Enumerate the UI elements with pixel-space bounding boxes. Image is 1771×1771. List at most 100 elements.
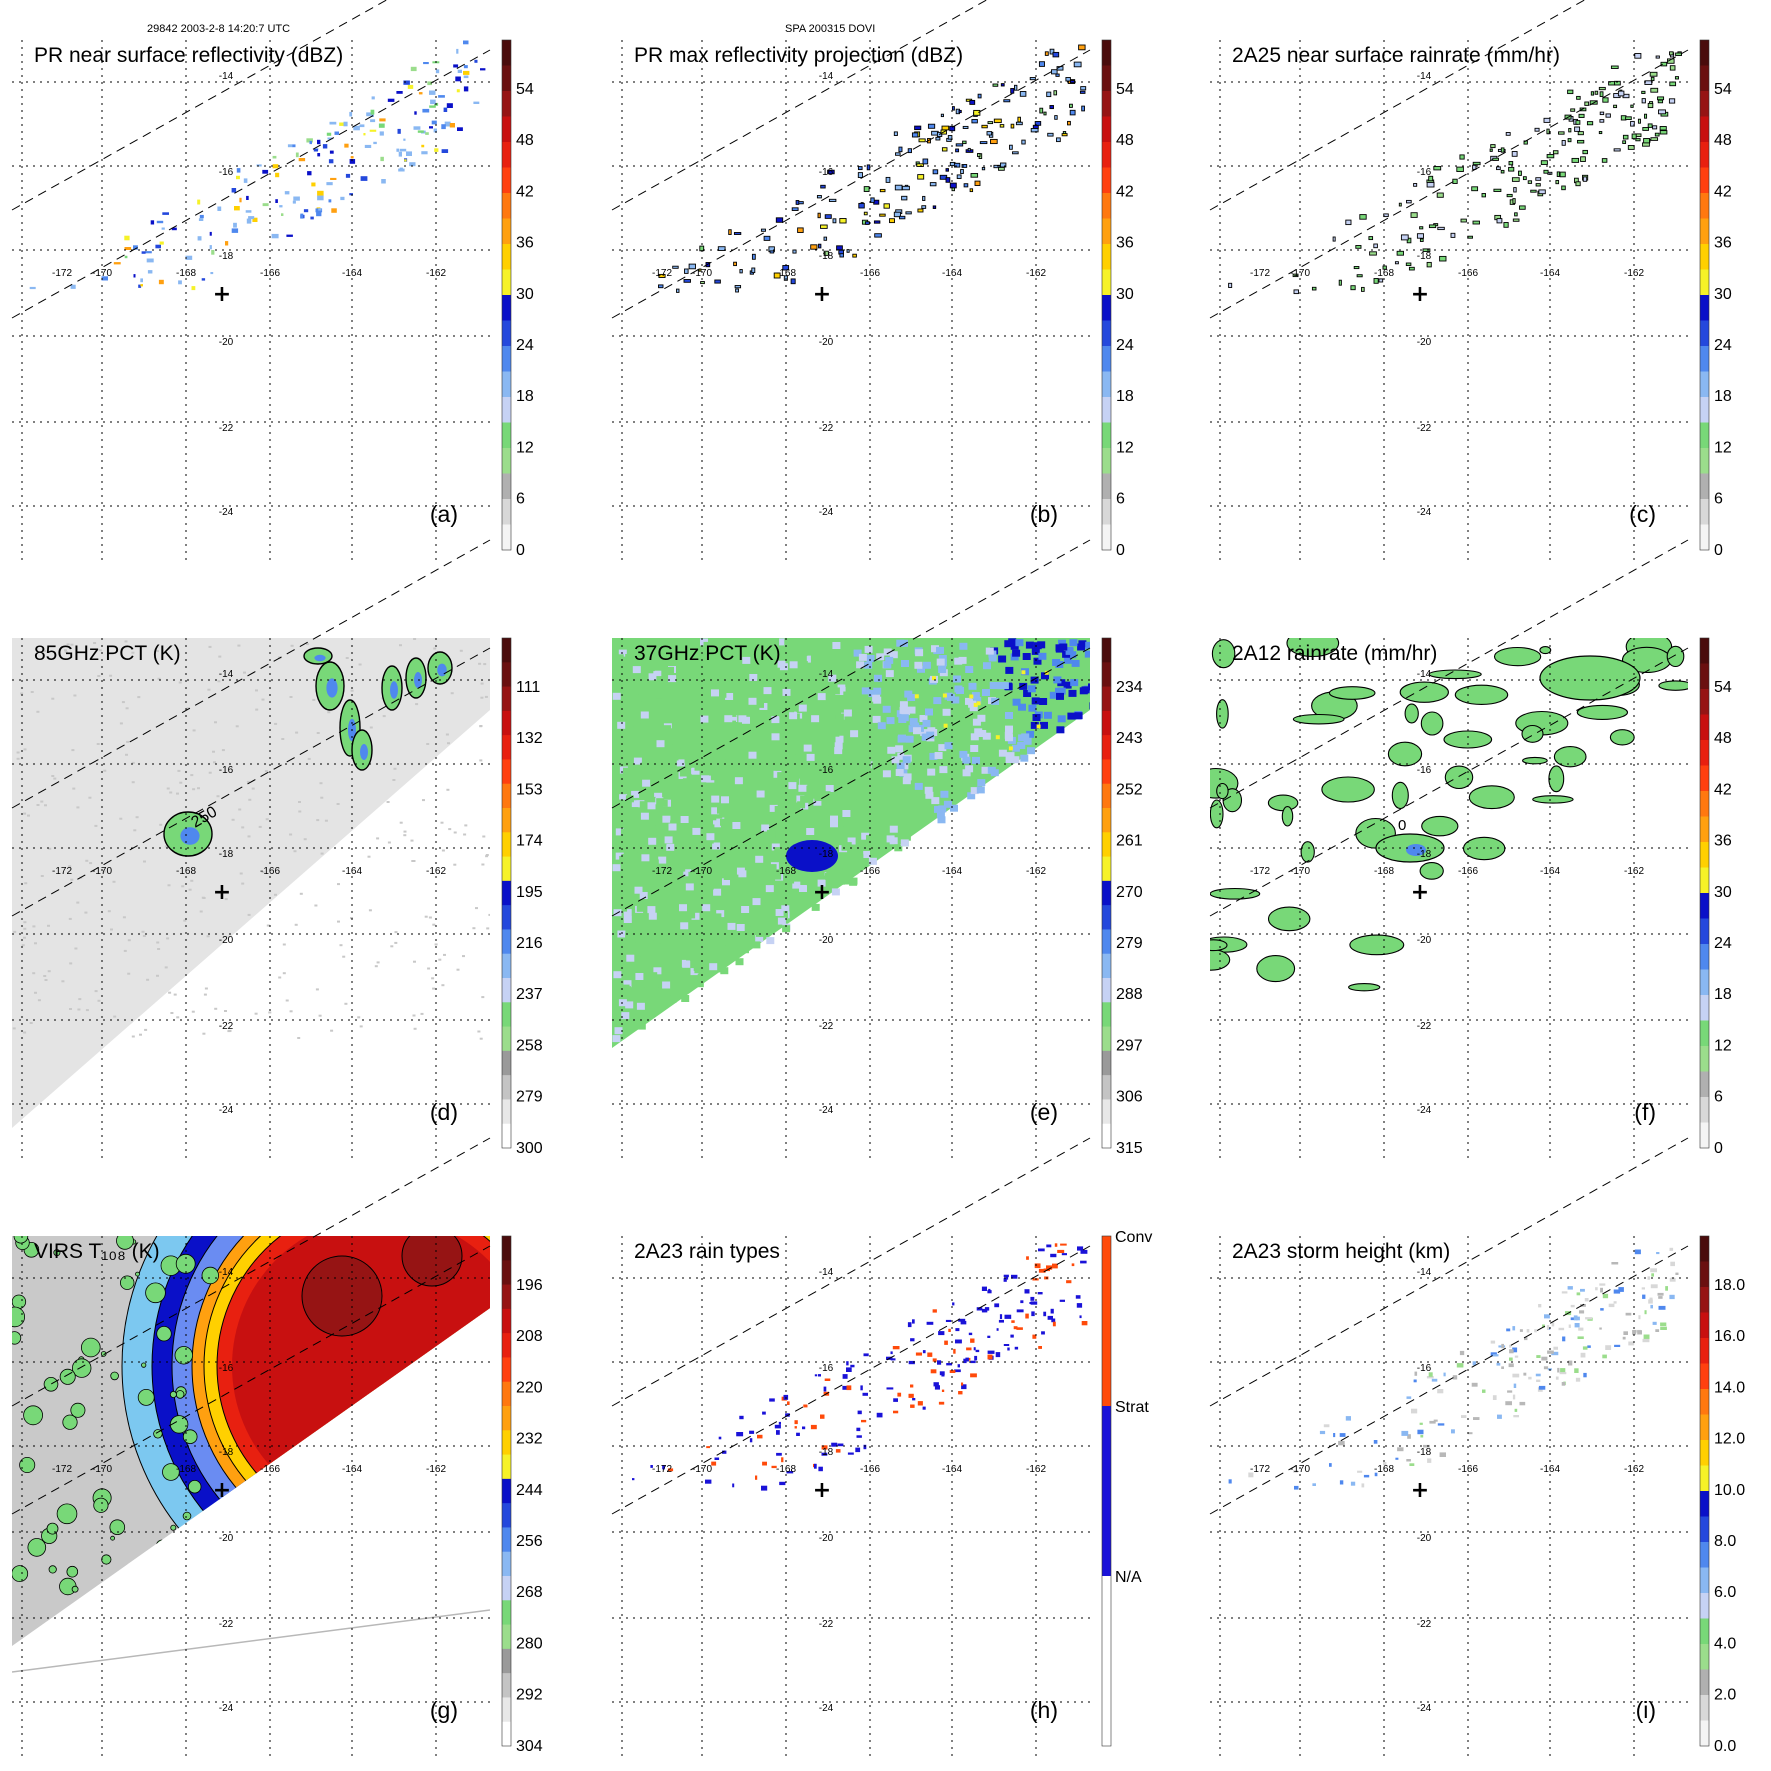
colorbar-swatch <box>502 320 511 347</box>
colorbar-swatch <box>1700 1261 1709 1288</box>
panel-title: VIRS T₁₀₈ (K) <box>34 1240 160 1263</box>
lat-tick-label: -18 <box>1417 849 1432 860</box>
colorbar-tick-label: 6.0 <box>1714 1584 1736 1601</box>
colorbar-swatch <box>1102 1576 1111 1747</box>
lon-tick-label: -168 <box>1374 268 1394 279</box>
colorbar-swatch <box>1700 91 1709 117</box>
rain-area <box>1281 806 1294 827</box>
lat-tick-label: -20 <box>819 935 834 946</box>
colorbar-swatch <box>502 1648 511 1674</box>
lon-tick-label: -172 <box>1250 268 1270 279</box>
colorbar-swatch <box>1700 638 1709 664</box>
colorbar-swatch <box>1700 918 1709 945</box>
colorbar-swatch <box>1102 65 1111 92</box>
swath-edge-upper <box>11 1137 491 1407</box>
swath-edge-upper <box>1209 0 1586 211</box>
colorbar-swatch <box>502 978 511 1003</box>
colorbar-tick-label: 30 <box>1116 286 1134 303</box>
lon-tick-label: -162 <box>1026 866 1046 877</box>
colorbar-swatch <box>1102 371 1111 398</box>
colorbar-swatch <box>1102 783 1111 809</box>
colorbar-swatch <box>502 1697 511 1723</box>
colorbar-swatch <box>1700 1097 1709 1123</box>
colorbar-tick-label: 6 <box>1116 491 1125 508</box>
colorbar-swatch <box>502 953 511 979</box>
lon-tick-label: -172 <box>652 866 672 877</box>
colorbar-swatch <box>1700 1593 1709 1619</box>
rain-area <box>1321 776 1375 803</box>
colorbar-tick-label: 0 <box>516 542 525 559</box>
colorbar-swatch <box>502 1624 511 1650</box>
colorbar-swatch <box>1102 524 1111 551</box>
colorbar-tick-label: 261 <box>1116 833 1143 850</box>
colorbar-tick-label: 42 <box>1116 183 1134 200</box>
convective-cell <box>786 840 838 872</box>
map-grid: -172 -170 -168 -166 -164 -162 -14 -16 -18 -20 -22 -… <box>11 1137 491 1756</box>
panel-label: (f) <box>1634 1099 1656 1125</box>
colorbar-swatch <box>502 1551 511 1577</box>
lat-tick-label: -24 <box>219 1105 234 1116</box>
lon-tick-label: -168 <box>776 268 796 279</box>
swath-edge-upper <box>611 1137 1091 1407</box>
colorbar-swatch <box>502 1333 511 1358</box>
colorbar-swatch <box>502 1673 511 1698</box>
colorbar-swatch <box>502 193 511 219</box>
colorbar-swatch <box>1700 1720 1709 1747</box>
colorbar-tick-label: 279 <box>516 1089 543 1106</box>
colorbar-swatch <box>1700 1389 1709 1415</box>
colorbar-tick-label: 42 <box>516 183 534 200</box>
lat-tick-label: -16 <box>1417 1363 1432 1374</box>
panel-title: 2A23 storm height (km) <box>1232 1240 1450 1263</box>
lon-tick-label: -162 <box>1624 1464 1644 1475</box>
colorbar-tick-label: Conv <box>1115 1229 1152 1246</box>
lat-tick-label: -22 <box>819 1021 834 1032</box>
colorbar-swatch <box>1102 142 1111 168</box>
colorbar-tick-label: 24 <box>1714 935 1732 952</box>
swath-edge-lower <box>611 1245 1091 1515</box>
colorbar-swatch <box>1700 1618 1709 1645</box>
colorbar-swatch <box>502 269 511 296</box>
map-grid: -172 -170 -168 -166 -164 -162 -14 -16 -18 -20 -22 -… <box>611 539 1091 1158</box>
colorbar-swatch <box>502 499 511 525</box>
colorbar-swatch <box>1102 193 1111 219</box>
rain-area <box>1286 638 1340 658</box>
colorbar-swatch <box>1102 808 1111 833</box>
lat-tick-label: -22 <box>1417 1619 1432 1630</box>
panel-title: 2A25 near surface rainrate (mm/hr) <box>1232 44 1560 67</box>
colorbar-swatch <box>1700 448 1709 474</box>
panel-label: (c) <box>1629 501 1656 527</box>
rain-area <box>1532 795 1574 804</box>
colorbar-tick-label: Strat <box>1115 1399 1149 1416</box>
lat-tick-label: -24 <box>1417 507 1432 518</box>
rain-area <box>1211 639 1236 669</box>
rain-area <box>1328 686 1376 700</box>
lon-tick-label: -172 <box>1250 866 1270 877</box>
colorbar-swatch <box>502 91 511 117</box>
colorbar-swatch <box>502 1503 511 1528</box>
colorbar-tick-label: 36 <box>1116 235 1134 252</box>
storm-center-marker: + <box>1411 282 1429 307</box>
colorbar-swatch <box>1700 116 1709 143</box>
colorbar-swatch <box>502 686 511 712</box>
lat-tick-label: -16 <box>219 167 234 178</box>
lat-tick-label: -24 <box>1417 1105 1432 1116</box>
colorbar-tick-label: 18.0 <box>1714 1277 1745 1294</box>
colorbar-tick-label: 196 <box>516 1277 543 1294</box>
swath-edge-lower <box>611 647 1091 917</box>
rain-area <box>1267 906 1311 932</box>
colorbar-tick-label: 232 <box>516 1431 543 1448</box>
swath-edge-lower <box>1209 49 1689 319</box>
colorbar-swatch <box>1700 714 1709 741</box>
colorbar-tick-label: 6 <box>1714 491 1723 508</box>
lat-tick-label: -22 <box>1417 1021 1432 1032</box>
lat-tick-label: -14 <box>1417 669 1432 680</box>
colorbar-swatch <box>1102 269 1111 296</box>
rain-area <box>1444 765 1474 790</box>
map-grid: -172 -170 -168 -166 -164 -162 -14 -16 -18 -20 -22 -… <box>11 539 491 1158</box>
colorbar-swatch <box>1102 1026 1111 1052</box>
rain-area <box>1428 669 1482 680</box>
lat-tick-label: -14 <box>819 669 834 680</box>
colorbar-swatch <box>502 142 511 168</box>
rain-area <box>1609 729 1635 746</box>
lon-tick-label: -166 <box>260 1464 280 1475</box>
